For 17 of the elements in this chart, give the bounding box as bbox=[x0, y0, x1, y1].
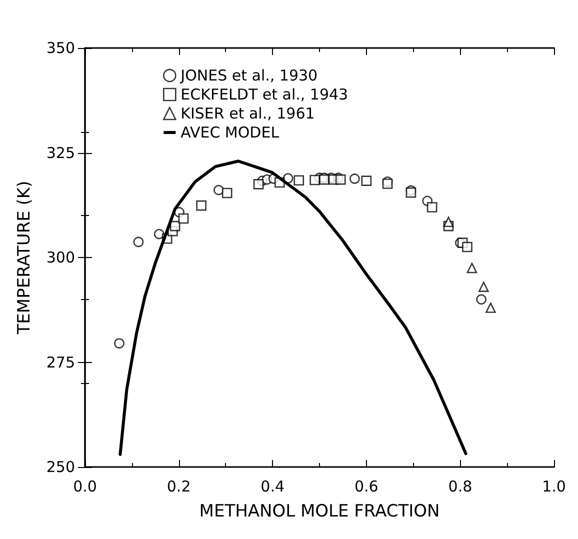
legend-label: JONES et al., 1930 bbox=[180, 66, 318, 84]
y-tick-label: 275 bbox=[46, 353, 75, 372]
y-tick-label: 300 bbox=[46, 248, 75, 266]
x-tick-label: 0.2 bbox=[166, 478, 191, 496]
legend-label: KISER et al., 1961 bbox=[180, 104, 315, 122]
y-tick-label: 350 bbox=[46, 39, 75, 57]
y-tick-label: 325 bbox=[46, 144, 75, 162]
y-axis-title: TEMPERATURE (K) bbox=[14, 180, 34, 336]
x-tick-label: 0.0 bbox=[73, 478, 97, 496]
legend-label: ECKFELDT et al., 1943 bbox=[180, 86, 348, 104]
x-axis-title: METHANOL MOLE FRACTION bbox=[199, 502, 440, 522]
x-tick-label: 0.8 bbox=[448, 478, 472, 496]
legend-label: AVEC MODEL bbox=[180, 124, 280, 142]
x-tick-label: 0.4 bbox=[260, 478, 285, 496]
x-tick-label: 0.6 bbox=[354, 478, 378, 496]
y-tick-label: 250 bbox=[46, 458, 75, 476]
x-tick-label: 1.0 bbox=[542, 478, 566, 496]
